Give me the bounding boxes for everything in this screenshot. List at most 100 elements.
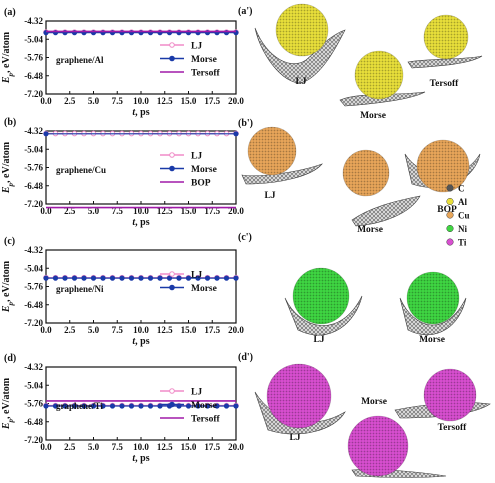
graphene-sheet	[351, 195, 421, 227]
legend-item-morse: Morse	[160, 55, 217, 65]
snapshot-panel-label: (c')	[238, 232, 252, 243]
data-point-morse	[147, 403, 154, 409]
data-point-morse	[81, 275, 87, 281]
y-tick-label: -7.20	[24, 435, 43, 445]
x-tick-label: 2.5	[64, 325, 76, 335]
nanoparticle-atoms	[407, 272, 459, 324]
data-point-morse	[109, 403, 116, 409]
x-tick-label: 5.0	[88, 96, 100, 106]
x-tick-label: 17.5	[204, 325, 220, 335]
y-tick-label: -4.32	[24, 245, 43, 255]
legend-swatch-marker	[169, 284, 175, 291]
key-label: Cu	[458, 211, 470, 221]
key-swatch	[446, 238, 454, 246]
key-item-ni: Ni	[446, 224, 467, 234]
legend-item-lj: LJ	[160, 152, 202, 162]
y-tick-label: -7.20	[24, 199, 43, 209]
x-tick-label: 20.0	[228, 325, 244, 335]
legend-swatch-marker	[169, 165, 175, 172]
y-tick-label: -5.04	[24, 380, 43, 390]
x-tick-label: 20.0	[228, 96, 244, 106]
legend-item-bop: BOP	[160, 179, 211, 189]
data-point-morse	[223, 403, 230, 409]
legend-label: BOP	[191, 179, 211, 189]
x-tick-label: 2.5	[64, 96, 76, 106]
snapshot-panel-label: (a')	[238, 6, 252, 17]
legend-item-tersoff: Tersoff	[160, 415, 221, 425]
y-tick-label: -5.04	[24, 263, 43, 273]
snapshot-caption: LJ	[264, 191, 275, 201]
snapshot-panel-d-prime: (d') LJ Morse Tersoff	[238, 352, 491, 478]
legend-label: LJ	[191, 388, 202, 398]
data-point-morse	[128, 275, 135, 281]
legend-label: Tersoff	[191, 415, 221, 425]
chart-panel-c: (c) -4.32 -5.04 -5.76 -6.48 -7.200.0 2.5 5.0 7.5…	[1, 236, 244, 347]
x-tick-label: 7.5	[112, 325, 124, 335]
snapshot-caption: Morse	[361, 397, 387, 407]
legend-label: LJ	[191, 271, 202, 281]
legend-item-lj: LJ	[160, 42, 202, 52]
x-tick-label: 5.0	[88, 442, 100, 452]
y-tick-label: -6.48	[24, 300, 43, 310]
y-tick-label: -6.48	[24, 181, 43, 191]
snapshot-lj: LJ	[241, 126, 323, 201]
legend-label: Morse	[191, 55, 217, 65]
snapshot-lj: LJ	[284, 267, 363, 345]
legend-swatch-marker	[169, 55, 175, 62]
legend-label: LJ	[191, 42, 202, 52]
data-point-morse	[81, 403, 87, 409]
system-label: graphene/Ti	[56, 401, 103, 411]
x-tick-label: 7.5	[112, 96, 124, 106]
y-tick-label: -7.20	[24, 318, 43, 328]
data-point-morse	[43, 275, 49, 281]
graphene-sheet-shade	[352, 196, 420, 226]
x-axis-label: t, ps	[132, 217, 149, 228]
y-tick-label: -7.20	[24, 89, 43, 99]
snapshot-morse: Morse	[339, 50, 426, 121]
data-point-morse	[204, 403, 211, 409]
y-tick-label: -5.04	[24, 144, 43, 154]
data-point-morse	[62, 403, 68, 409]
x-tick-label: 17.5	[204, 206, 220, 216]
nanoparticle-atoms	[248, 127, 296, 175]
snapshot-morse: Morse	[342, 149, 421, 235]
legend-swatch-marker	[169, 271, 175, 277]
nanoparticle-atoms	[348, 416, 408, 476]
data-point-morse	[119, 275, 125, 281]
snapshot-caption: Morse	[360, 111, 386, 121]
legend-item-morse: Morse	[160, 165, 217, 175]
chart-panel-d: (d) -4.32 -5.04 -5.76 -6.48 -7.200.0 2.5 5.0 7.5…	[1, 353, 244, 464]
x-tick-label: 5.0	[88, 325, 100, 335]
nanoparticle-atoms	[424, 15, 468, 59]
data-point-morse	[62, 275, 68, 281]
data-point-morse	[43, 403, 49, 409]
snapshot-caption: LJ	[289, 433, 300, 443]
key-label: C	[458, 184, 465, 194]
nanoparticle-atoms	[267, 364, 331, 428]
legend-label: Morse	[191, 284, 217, 294]
y-axis-label: Ep, eV/atom	[1, 141, 15, 194]
x-tick-label: 10.0	[133, 325, 149, 335]
y-axis-label: Ep, eV/atom	[1, 377, 15, 430]
x-tick-label: 10.0	[133, 206, 149, 216]
x-tick-label: 0.0	[40, 96, 52, 106]
nanoparticle-atoms	[276, 4, 328, 56]
graphene-sheet-shade	[242, 164, 322, 184]
legend-item-morse: Morse	[160, 284, 217, 294]
x-tick-label: 17.5	[204, 96, 220, 106]
y-axis-label: Ep, eV/atom	[1, 31, 15, 84]
data-point-morse	[43, 131, 49, 137]
legend-swatch-marker	[169, 152, 175, 158]
graphene-sheet-shade	[285, 296, 362, 336]
graphene-sheet-shade	[408, 56, 482, 68]
x-tick-label: 20.0	[228, 442, 244, 452]
legend-swatch-marker	[169, 388, 175, 394]
graphene-sheet-shade	[400, 298, 466, 335]
data-point-morse	[195, 275, 201, 281]
data-point-morse	[147, 275, 154, 281]
y-axis-label: Ep, eV/atom	[1, 260, 15, 313]
y-tick-label: -5.76	[24, 399, 43, 409]
graphene-sheet-shade	[255, 28, 345, 83]
graphene-sheet-shade	[340, 92, 425, 106]
x-tick-label: 15.0	[181, 442, 197, 452]
